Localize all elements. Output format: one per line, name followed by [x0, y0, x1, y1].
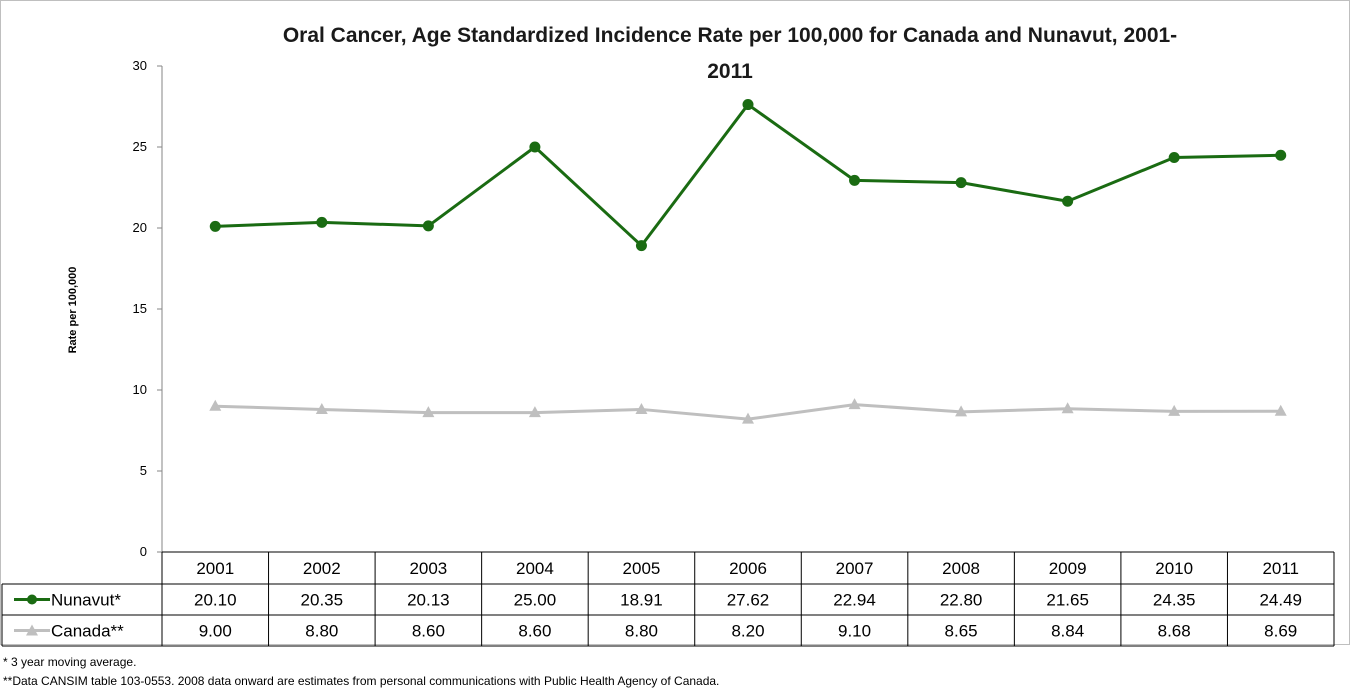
data-point — [1168, 404, 1181, 416]
data-point — [315, 402, 328, 414]
data-point — [422, 406, 435, 418]
data-point — [635, 402, 648, 414]
legend-series-name: Nunavut* — [51, 591, 121, 610]
legend-key-marker — [26, 624, 38, 636]
legend-key-marker — [27, 594, 37, 605]
x-category-label: 2005 — [623, 559, 661, 578]
data-table-value: 22.80 — [940, 591, 983, 610]
data-table-value: 8.80 — [625, 622, 658, 641]
data-table-value: 8.84 — [1051, 622, 1084, 641]
data-table-value: 27.62 — [727, 591, 770, 610]
data-table-value: 20.13 — [407, 591, 450, 610]
data-point — [955, 405, 968, 417]
data-point — [1275, 149, 1287, 161]
data-table-value: 8.65 — [945, 622, 978, 641]
data-point — [1062, 195, 1074, 207]
y-tick-label: 5 — [140, 463, 147, 478]
data-point — [635, 240, 647, 252]
data-point — [529, 141, 541, 153]
legend-series-name: Canada** — [51, 622, 124, 641]
data-point — [849, 174, 861, 186]
data-table-value: 8.60 — [518, 622, 551, 641]
data-point — [528, 406, 541, 418]
data-point — [955, 177, 967, 189]
data-table-value: 9.10 — [838, 622, 871, 641]
data-table-value: 8.80 — [305, 622, 338, 641]
chart-title-line-2: 2011 — [707, 60, 753, 83]
data-table-value: 21.65 — [1046, 591, 1089, 610]
x-category-label: 2010 — [1155, 559, 1193, 578]
x-category-label: 2007 — [836, 559, 874, 578]
data-table-value: 18.91 — [620, 591, 663, 610]
y-axis-label: Rate per 100,000 — [67, 267, 79, 354]
data-point — [316, 216, 328, 228]
y-tick-label: 25 — [133, 139, 147, 154]
footnote-data-source: **Data CANSIM table 103-0553. 2008 data … — [3, 674, 720, 688]
chart-frame — [0, 0, 1350, 645]
data-point — [1061, 402, 1074, 414]
data-table-value: 9.00 — [199, 622, 232, 641]
data-point — [1168, 152, 1180, 164]
data-point — [209, 399, 222, 411]
data-table-value: 20.35 — [301, 591, 344, 610]
y-tick-label: 0 — [140, 544, 147, 559]
y-tick-label: 15 — [133, 301, 147, 316]
chart-title-line-1: Oral Cancer, Age Standardized Incidence … — [283, 24, 1177, 47]
data-point — [848, 398, 861, 410]
data-point — [742, 412, 754, 424]
data-table-value: 8.20 — [731, 622, 764, 641]
y-tick-label: 20 — [133, 220, 147, 235]
y-tick-label: 30 — [133, 58, 147, 73]
series-line-nunavut — [215, 103, 1281, 248]
data-point — [1274, 404, 1287, 416]
x-category-label: 2006 — [729, 559, 767, 578]
data-table-value: 25.00 — [514, 591, 557, 610]
data-point — [209, 220, 221, 232]
data-table-value: 8.69 — [1264, 622, 1297, 641]
x-category-label: 2011 — [1262, 559, 1299, 578]
data-point — [422, 220, 434, 232]
data-table-value: 8.68 — [1158, 622, 1191, 641]
x-category-label: 2001 — [196, 559, 234, 578]
y-tick-label: 10 — [133, 382, 147, 397]
data-table-value: 24.49 — [1259, 591, 1302, 610]
data-point — [742, 99, 754, 111]
data-table-value: 24.35 — [1153, 591, 1196, 610]
data-table-value: 8.60 — [412, 622, 445, 641]
x-category-label: 2002 — [303, 559, 341, 578]
x-category-label: 2008 — [942, 559, 980, 578]
footnote-moving-average: * 3 year moving average. — [3, 655, 137, 669]
data-table-value: 22.94 — [833, 591, 876, 610]
x-category-label: 2009 — [1049, 559, 1087, 578]
data-table-value: 20.10 — [194, 591, 237, 610]
x-category-label: 2003 — [409, 559, 447, 578]
x-category-label: 2004 — [516, 559, 554, 578]
